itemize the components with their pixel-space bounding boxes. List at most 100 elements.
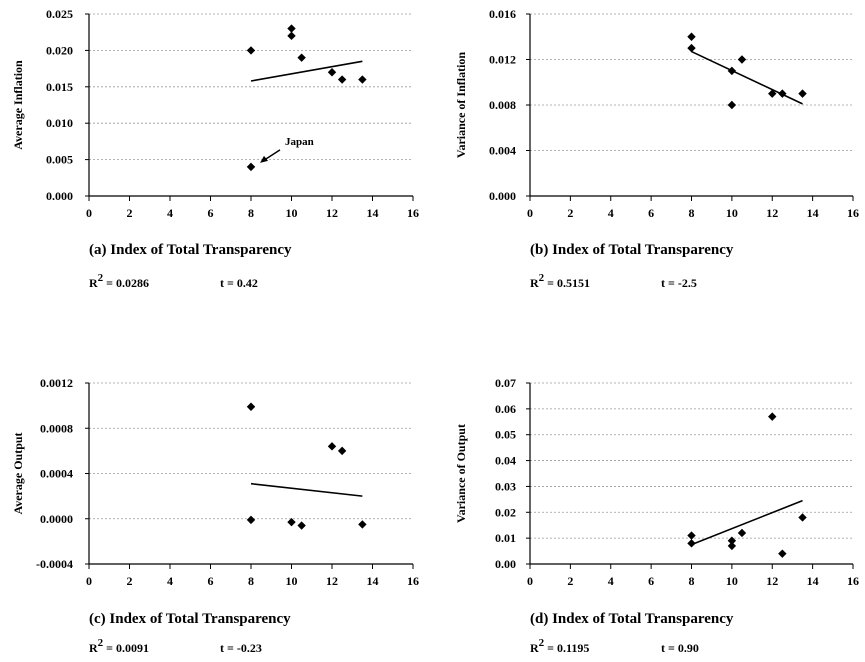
y-tick-label: 0.012 bbox=[489, 53, 516, 67]
x-tick-label: 10 bbox=[726, 206, 738, 220]
y-tick-label: 0.06 bbox=[495, 402, 516, 416]
x-tick-label: 8 bbox=[248, 206, 254, 220]
data-point bbox=[687, 32, 696, 41]
y-axis-label: Average Inflation bbox=[11, 60, 25, 150]
y-tick-label: 0.07 bbox=[495, 376, 516, 390]
x-tick-label: 0 bbox=[527, 206, 533, 220]
t-stat: t = -0.23 bbox=[220, 641, 262, 655]
r-squared-stat: R2 = 0.0286 bbox=[89, 272, 149, 290]
t-stat: t = -2.5 bbox=[661, 276, 697, 290]
y-axis-label: Average Output bbox=[11, 432, 25, 514]
x-tick-label: 14 bbox=[807, 206, 819, 220]
data-point bbox=[798, 513, 807, 522]
data-point bbox=[727, 66, 737, 76]
data-point bbox=[327, 68, 337, 77]
y-tick-label: 0.03 bbox=[495, 479, 516, 493]
x-tick-label: 6 bbox=[648, 206, 654, 220]
x-tick-label: 2 bbox=[567, 574, 573, 588]
x-tick-label: 16 bbox=[847, 206, 859, 220]
chart-caption: (d) Index of Total Transparency bbox=[530, 611, 734, 627]
y-tick-label: 0.004 bbox=[489, 144, 516, 158]
x-tick-label: 6 bbox=[208, 574, 214, 588]
y-tick-label: 0.0012 bbox=[40, 376, 73, 390]
x-tick-label: 8 bbox=[248, 574, 254, 588]
y-tick-label: 0.00 bbox=[495, 557, 516, 571]
chart-caption: (c) Index of Total Transparency bbox=[89, 611, 291, 627]
x-tick-label: 14 bbox=[807, 574, 819, 588]
annotation-label: Japan bbox=[285, 136, 314, 148]
y-tick-label: 0.020 bbox=[46, 43, 73, 57]
data-point bbox=[287, 517, 296, 527]
x-tick-label: 12 bbox=[326, 574, 338, 588]
trend-line bbox=[250, 482, 363, 497]
trend-line bbox=[691, 499, 803, 546]
data-point bbox=[358, 520, 367, 529]
data-point bbox=[768, 89, 777, 98]
data-point bbox=[798, 89, 807, 98]
chart-panel-b: 0.000 0.004 0.008 0.012 0.016 0 2 4 6 8 10 12 14 16 Va… bbox=[454, 7, 859, 290]
data-point bbox=[297, 53, 306, 62]
data-point bbox=[737, 55, 747, 64]
r-squared-stat: R2 = 0.5151 bbox=[530, 272, 590, 290]
x-tick-label: 6 bbox=[648, 574, 654, 588]
data-point bbox=[287, 31, 296, 41]
data-point bbox=[246, 46, 256, 55]
t-stat: t = 0.90 bbox=[661, 641, 699, 655]
data-point bbox=[358, 75, 367, 84]
y-tick-label: 0.000 bbox=[489, 189, 516, 203]
chart-panel-a: 0.000 0.005 0.010 0.015 0.020 0.025 0 2 4 6 8 10 12 1… bbox=[11, 7, 419, 290]
y-axis-label: Variance of Inflation bbox=[454, 52, 468, 159]
data-point bbox=[687, 531, 696, 540]
x-tick-label: 6 bbox=[208, 206, 214, 220]
x-tick-label: 2 bbox=[567, 206, 573, 220]
x-tick-label: 4 bbox=[167, 574, 173, 588]
data-point bbox=[778, 89, 787, 98]
data-point bbox=[737, 528, 747, 538]
chart-panel-c: -0.0004 0.0000 0.0004 0.0008 0.0012 0 2 4 6 8 10 12… bbox=[11, 376, 419, 655]
data-point bbox=[687, 539, 696, 548]
x-tick-label: 16 bbox=[407, 206, 419, 220]
x-tick-label: 2 bbox=[127, 574, 133, 588]
x-tick-label: 10 bbox=[286, 206, 298, 220]
x-tick-label: 16 bbox=[847, 574, 859, 588]
data-point bbox=[246, 162, 256, 172]
data-point bbox=[297, 521, 306, 530]
data-point bbox=[337, 446, 347, 456]
x-tick-label: 4 bbox=[608, 206, 614, 220]
y-tick-label: -0.0004 bbox=[36, 557, 73, 571]
x-tick-label: 10 bbox=[286, 574, 298, 588]
x-tick-label: 4 bbox=[167, 206, 173, 220]
x-tick-label: 10 bbox=[726, 574, 738, 588]
r-squared-stat: R2 = 0.0091 bbox=[89, 637, 149, 655]
y-tick-label: 0.05 bbox=[495, 428, 516, 442]
y-axis-label: Variance of Output bbox=[454, 424, 468, 523]
x-tick-label: 12 bbox=[766, 574, 778, 588]
trend-line bbox=[250, 60, 363, 82]
y-tick-label: 0.04 bbox=[495, 454, 516, 468]
x-tick-label: 2 bbox=[127, 206, 133, 220]
y-tick-label: 0.010 bbox=[46, 116, 73, 130]
y-tick-label: 0.008 bbox=[489, 98, 516, 112]
y-tick-label: 0.01 bbox=[495, 531, 516, 545]
data-point bbox=[287, 24, 296, 33]
x-tick-label: 12 bbox=[326, 206, 338, 220]
annotation-arrowhead bbox=[260, 155, 268, 163]
x-tick-label: 0 bbox=[527, 574, 533, 588]
x-tick-label: 8 bbox=[689, 574, 695, 588]
y-tick-label: 0.005 bbox=[46, 153, 73, 167]
x-tick-label: 16 bbox=[407, 574, 419, 588]
data-point bbox=[778, 549, 787, 558]
data-point bbox=[327, 442, 337, 451]
data-point bbox=[727, 541, 737, 551]
x-tick-label: 14 bbox=[367, 206, 379, 220]
data-point bbox=[727, 536, 737, 545]
y-tick-label: 0.0000 bbox=[40, 512, 73, 526]
x-tick-label: 14 bbox=[367, 574, 379, 588]
y-tick-label: 0.0004 bbox=[40, 467, 73, 481]
x-tick-label: 0 bbox=[86, 206, 92, 220]
y-tick-label: 0.016 bbox=[489, 7, 516, 21]
data-point bbox=[246, 402, 256, 411]
data-point bbox=[337, 75, 347, 84]
x-tick-label: 0 bbox=[86, 574, 92, 588]
